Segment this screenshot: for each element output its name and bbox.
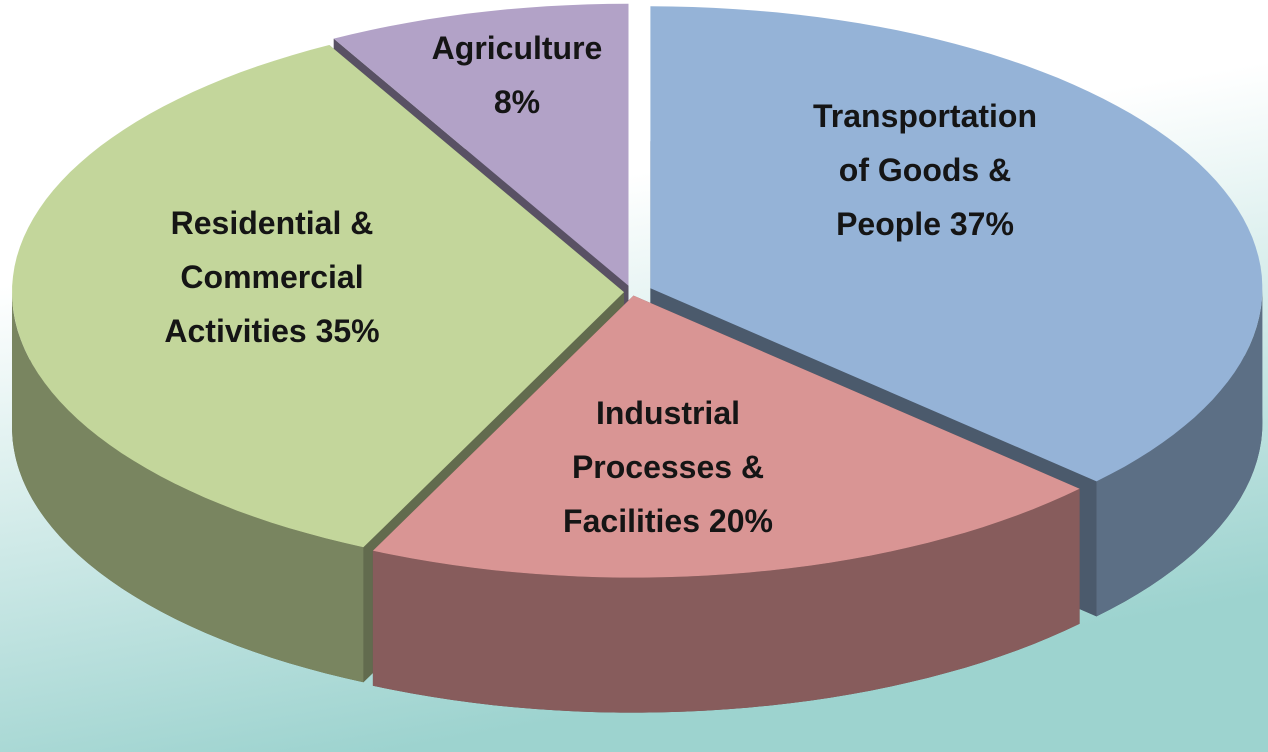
slice-label: Residential & Commercial Activities 35% [147, 196, 397, 358]
slice [372, 295, 1080, 578]
value-label: 8% [493, 84, 541, 120]
slice-label: Transportation of Goods & People 37% [800, 89, 1050, 251]
value-label: 37% [949, 206, 1014, 242]
category-label: Agriculture [431, 30, 603, 66]
slice-side [372, 488, 1080, 713]
slice [12, 45, 625, 548]
category-label: Residential & Commercial Activities [164, 205, 374, 349]
value-label: 35% [315, 313, 380, 349]
value-label: 20% [708, 503, 773, 539]
category-label: Industrial Processes & Facilities [563, 395, 765, 539]
slice-label: Agriculture 8% [417, 21, 617, 129]
slice-side [12, 292, 364, 683]
slice-label: Industrial Processes & Facilities 20% [548, 386, 788, 548]
category-label: Transportation of Goods & People [812, 98, 1037, 242]
slice [333, 3, 629, 286]
slice [650, 6, 1263, 482]
slice-side [1096, 288, 1263, 617]
